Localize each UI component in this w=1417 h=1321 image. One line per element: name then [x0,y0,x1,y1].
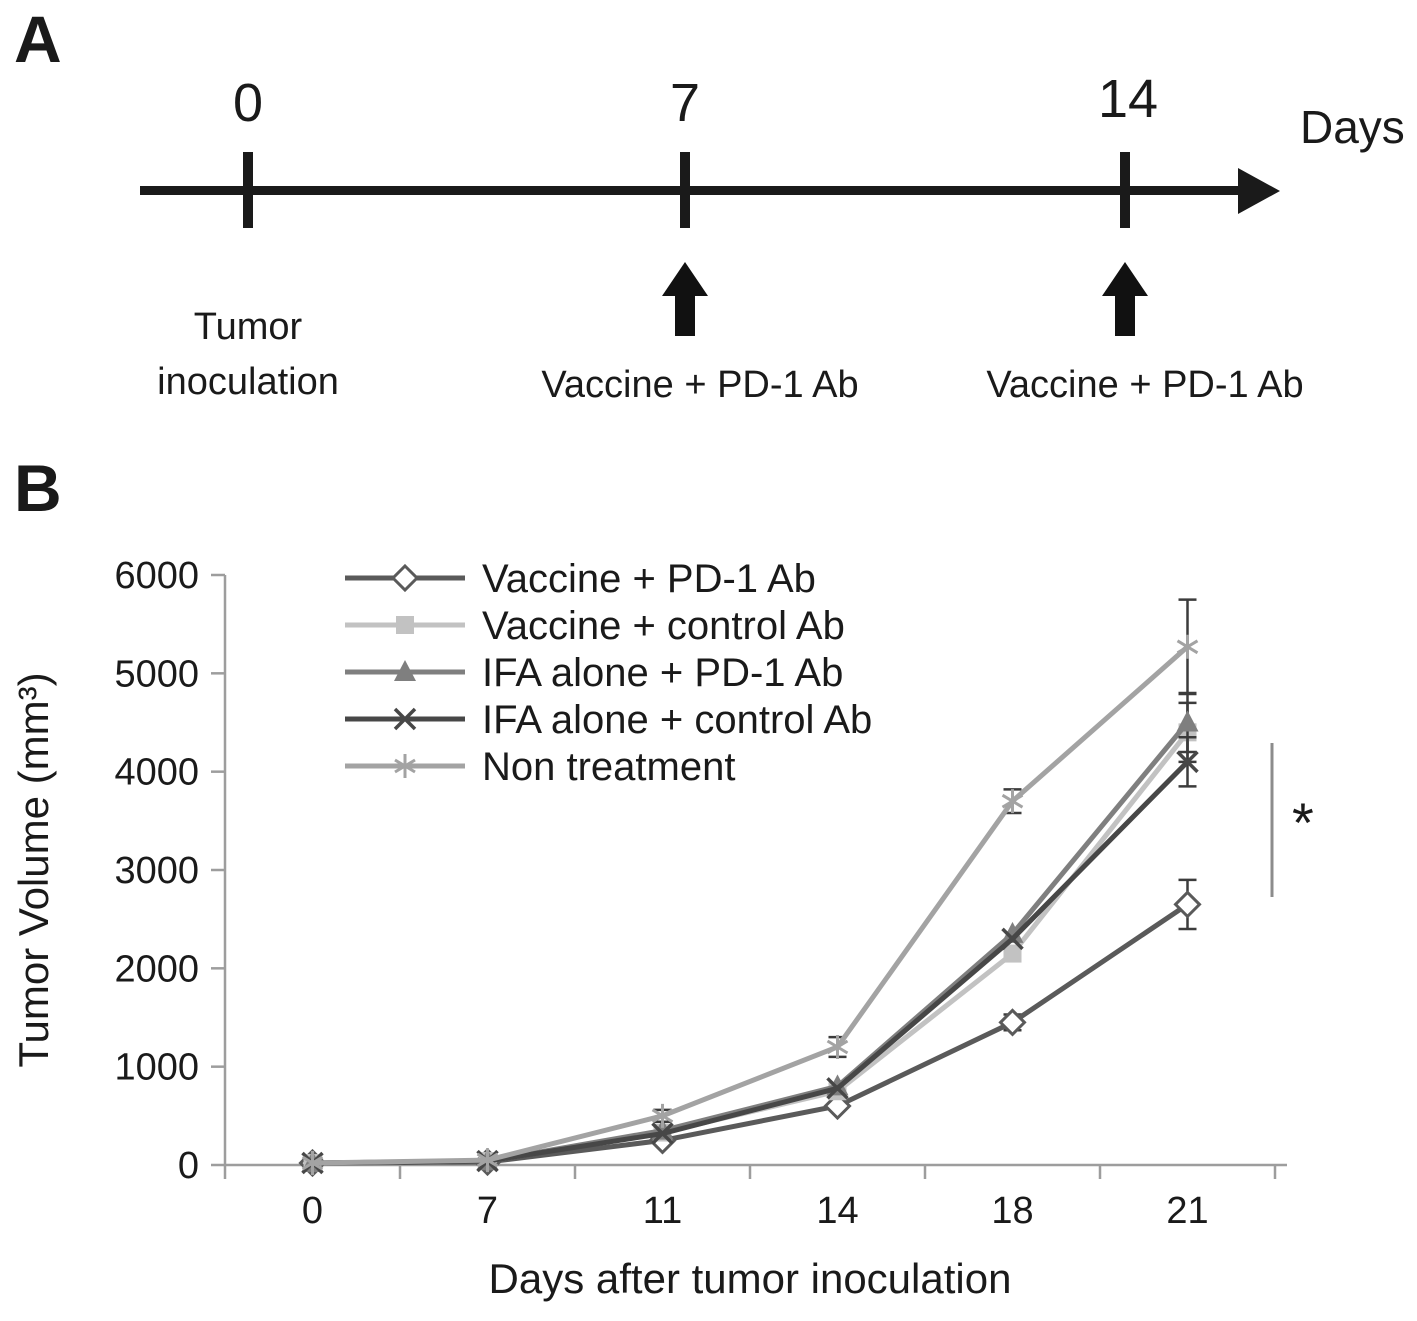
y-tick-label: 3000 [114,850,199,892]
treatment-arrow-day-7-shaft [675,294,695,336]
diamond-marker-icon [998,1008,1027,1037]
timeline-axis [140,186,1242,195]
asterisk-marker-icon [394,754,416,778]
x-tick-label: 7 [477,1190,498,1232]
legend-label-4: Non treatment [482,745,735,789]
y-tick-label: 2000 [114,948,199,990]
triangle-marker-icon [1001,921,1024,943]
treatment-arrow-day-7-icon [662,262,708,296]
timeline-days-label: Days [1300,101,1405,153]
y-tick-label: 0 [178,1145,199,1187]
triangle-marker-icon [394,660,416,681]
axes [211,573,1287,1179]
panel-a-label: A [14,2,62,76]
x-tick-label: 14 [816,1190,858,1232]
timeline-caption-vaccine-day-14: Vaccine + PD-1 Ab [986,364,1304,406]
series-line [312,720,1190,1166]
triangle-marker-icon [1176,710,1199,732]
series-1 [303,701,1197,1173]
legend-label-1: Vaccine + control Ab [482,604,845,648]
square-marker-icon [1003,944,1022,963]
x-marker-icon [1176,750,1199,774]
series-4 [301,598,1199,1176]
x-tick-label: 21 [1166,1190,1208,1232]
tick-labels: 0 1000 2000 3000 4000 5000 6000 0 7 11 14 18 21 [114,555,1208,1232]
timeline-day-14-number: 14 [1097,69,1159,129]
legend-label-3: IFA alone + control Ab [482,698,872,742]
legend-label-0: Vaccine + PD-1 Ab [482,557,816,601]
treatment-arrow-day-14-icon [1102,262,1148,296]
diamond-marker-icon [390,563,420,593]
x-axis-title: Days after tumor inoculation [489,1255,1012,1302]
asterisk-marker-icon [1001,789,1024,814]
treatment-arrow-day-14-shaft [1115,294,1135,336]
timeline-caption-tumor-inoculation: Tumor inoculation [157,306,339,404]
timeline-tick-day-7 [680,152,690,228]
x-marker-icon [1001,927,1024,951]
tumor-volume-chart: 0 1000 2000 3000 4000 5000 6000 0 7 11 14 18 21 Days … [10,555,1314,1302]
timeline-day-0-number: 0 [232,73,264,133]
series-line [312,902,1189,1166]
asterisk-marker-icon [1176,634,1199,659]
x-marker-icon [651,1122,674,1145]
y-tick-label: 1000 [114,1047,199,1089]
panel-b-label: B [14,451,62,525]
timeline-tick-day-0 [243,152,253,228]
x-marker-icon [393,707,417,731]
legend-label-2: IFA alone + PD-1 Ab [482,651,843,695]
y-tick-label: 4000 [114,752,199,794]
y-tick-label: 6000 [114,555,199,597]
asterisk-marker-icon [476,1148,499,1173]
x-tick-label: 0 [302,1190,323,1232]
x-tick-label: 11 [643,1190,682,1232]
x-marker-icon [826,1077,849,1100]
significance-star: * [1292,791,1314,854]
y-axis-title: Tumor Volume (mm³) [10,672,57,1067]
timeline-day-7-number: 7 [669,73,701,133]
timeline-arrowhead-icon [1238,168,1280,214]
y-tick-label: 5000 [114,653,199,695]
square-marker-icon [396,616,414,634]
timeline-caption-vaccine-day-7: Vaccine + PD-1 Ab [541,364,859,406]
diamond-marker-icon [1173,890,1202,919]
series-0 [298,878,1202,1178]
x-tick-label: 18 [991,1190,1033,1232]
series-line [312,644,1190,1166]
asterisk-marker-icon [826,1035,849,1059]
series-line [312,730,1190,1166]
asterisk-marker-icon [301,1151,324,1176]
asterisk-marker-icon [651,1103,674,1128]
series-line [312,760,1190,1166]
timeline-tick-day-14 [1120,152,1130,228]
